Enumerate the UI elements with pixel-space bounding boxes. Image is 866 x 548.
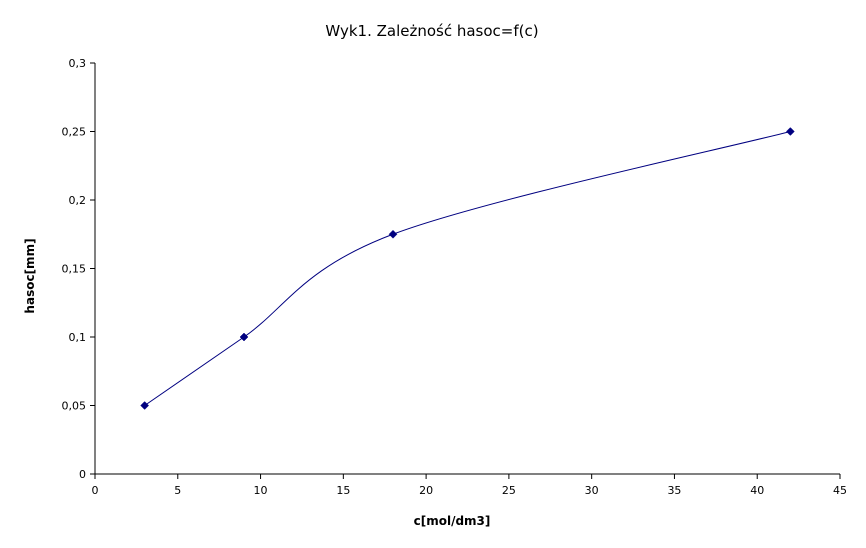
x-tick-label: 20 [419,484,433,497]
series-line [144,131,791,406]
data-point [140,401,150,410]
x-tick-label: 45 [833,484,847,497]
data-point [388,229,398,239]
x-tick-label: 0 [92,484,99,497]
x-tick-label: 5 [174,484,181,497]
x-tick-label: 25 [502,484,516,497]
y-tick-label: 0,1 [69,331,87,344]
x-tick-label: 35 [667,484,681,497]
plot-area [140,127,795,410]
y-tick-label: 0,15 [62,263,87,276]
x-tick-label: 30 [585,484,599,497]
data-point [239,332,249,342]
y-tick-label: 0,2 [69,194,87,207]
y-tick-label: 0,05 [62,400,87,413]
axes: 0 5 10 15 20 25 30 35 40 45 0 0,05 0,1 0,15 0,2 0,25 0,3 [62,57,848,497]
x-tick-label: 40 [750,484,764,497]
x-axis-label: c[mol/dm3] [414,514,491,528]
y-tick-label: 0 [79,468,86,481]
y-tick-label: 0,3 [69,57,87,70]
chart-title: Wyk1. Zależność hasoc=f(c) [325,22,538,40]
y-tick-label: 0,25 [62,126,87,139]
x-tick-label: 10 [254,484,268,497]
data-point [785,127,795,136]
y-axis-label: hasoc[mm] [23,238,37,313]
x-tick-label: 15 [336,484,350,497]
